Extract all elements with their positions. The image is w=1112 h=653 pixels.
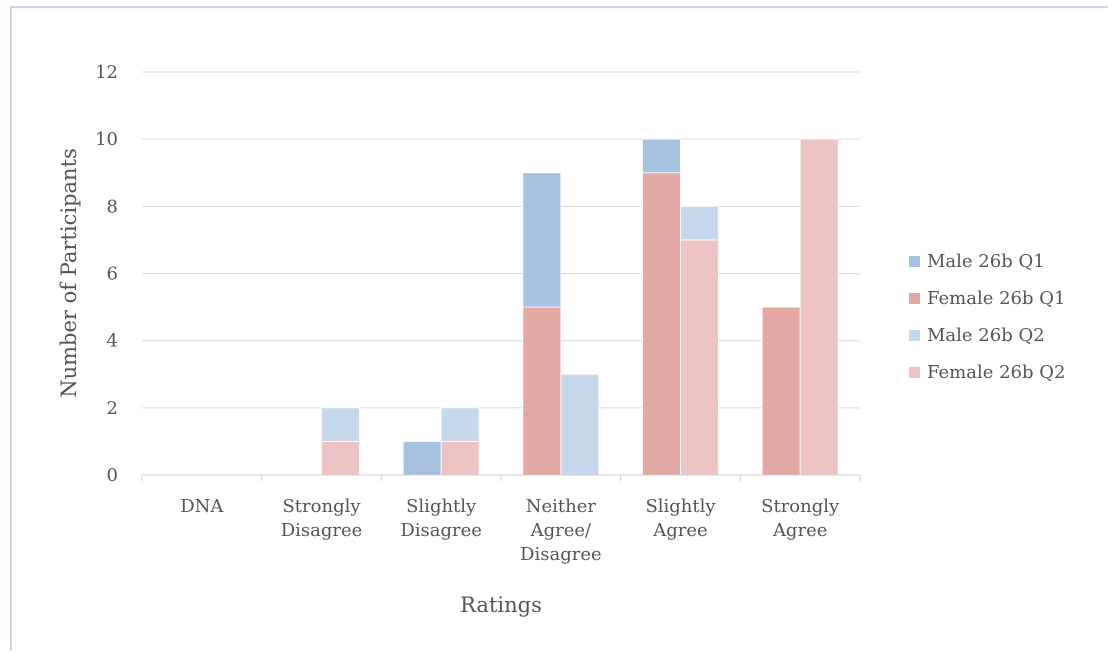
category-label: DNA (180, 496, 224, 517)
legend-label: Female 26b Q2 (927, 362, 1065, 383)
chart-frame (10, 6, 1108, 651)
bar-female-26b-q2 (321, 441, 360, 476)
category-label-line: Strongly (282, 496, 361, 517)
legend-label: Male 26b Q2 (927, 325, 1045, 346)
y-tick-labels: 0 2 4 6 8 10 12 (95, 62, 118, 486)
bar-male-26b-q2 (560, 373, 600, 476)
legend-swatch (909, 293, 920, 304)
bar-female-26b-q1 (761, 306, 801, 476)
bar-female-26b-q1 (522, 306, 562, 476)
bar-male-26b-q2 (440, 407, 480, 442)
bar-male-26b-q1 (402, 441, 442, 476)
gridlines (142, 71, 860, 409)
legend-swatch (909, 330, 920, 341)
bar-male-26b-q1 (642, 138, 681, 174)
category-label: Strongly Disagree (281, 496, 363, 541)
legend-swatch (909, 367, 920, 378)
y-tick-label: 8 (107, 196, 118, 217)
category-label: Slightly Disagree (400, 496, 482, 541)
legend-label: Male 26b Q1 (927, 251, 1045, 272)
legend-label: Female 26b Q1 (927, 288, 1065, 309)
legend: Male 26b Q1 Female 26b Q1 Male 26b Q2 Femal… (909, 251, 1065, 383)
category-label-line: Neither (526, 496, 597, 517)
y-tick-label: 0 (107, 465, 118, 486)
category-label: Neither Agree/Disagree (520, 496, 602, 565)
category-label-line: Agree (772, 520, 827, 541)
category-label-line: Disagree (400, 520, 482, 541)
y-tick-label: 6 (107, 264, 118, 285)
category-label-line: Agree (652, 520, 707, 541)
bar-male-26b-q1 (522, 172, 562, 308)
bar-male-26b-q2 (680, 205, 719, 241)
bar-female-26b-q2 (799, 138, 839, 476)
bar-female-26b-q2 (440, 441, 480, 476)
y-tick-label: 2 (107, 398, 118, 419)
y-axis-title: Number of Participants (57, 148, 81, 398)
category-label-line: Slightly (406, 496, 477, 517)
bar-female-26b-q2 (680, 239, 719, 476)
category-label-line: Disagree (520, 544, 602, 565)
bar-female-26b-q1 (642, 172, 681, 476)
category-label: Strongly Agree (761, 496, 840, 541)
y-tick-label: 10 (95, 129, 118, 150)
category-label-line: Strongly (761, 496, 840, 517)
category-label: Slightly Agree (645, 496, 716, 541)
x-axis-title: Ratings (460, 593, 542, 617)
category-label-line: DNA (180, 496, 224, 517)
category-label-line: Slightly (645, 496, 716, 517)
bar-male-26b-q2 (321, 407, 360, 442)
y-tick-label: 4 (107, 331, 118, 352)
category-label-line: Disagree (281, 520, 363, 541)
legend-swatch (909, 256, 920, 267)
bars (321, 138, 839, 476)
category-label-line: Agree/ (530, 520, 592, 541)
y-tick-label: 12 (95, 62, 118, 83)
x-tick-marks (141, 475, 861, 481)
